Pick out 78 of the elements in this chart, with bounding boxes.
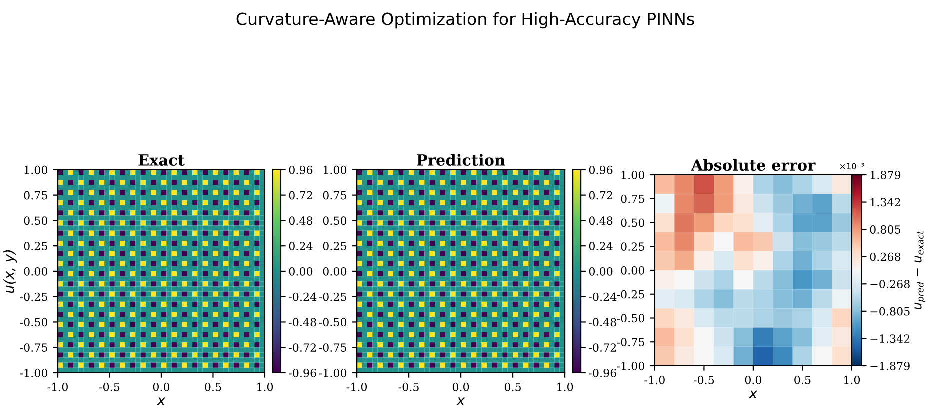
color-bar-label: -0.48 <box>289 318 316 327</box>
text: Curvature-Aware Optimization for High-Accuracy PINNs <box>236 12 694 29</box>
y-tick-label: -0.75 <box>617 338 644 346</box>
y-tick-label: 0.75 <box>24 191 48 200</box>
x-tick-label: 0.0 <box>452 382 470 392</box>
y-tick-label: 0.00 <box>621 266 644 275</box>
y-tick-label: 1.00 <box>622 170 644 180</box>
y-tick-label: -1.00 <box>617 362 644 370</box>
color-bar-label: 0.268 <box>870 252 901 262</box>
color-bar-label: −0.805 <box>870 307 910 316</box>
y-tick-label: 0.50 <box>323 216 347 226</box>
color-bar-title: u$_{pred}$ − u$_{exact}$ <box>914 230 926 310</box>
x-tick-label: -0.5 <box>694 376 714 384</box>
x-tick-label: 0.0 <box>745 376 762 384</box>
y-tick-label: 1.00 <box>24 166 48 174</box>
color-bar-label: −1.342 <box>870 334 910 344</box>
color-bar-label: -0.72 <box>289 344 316 352</box>
color-bar-label: 0.805 <box>870 226 901 234</box>
y-axis-title: u(x, y) <box>4 250 18 294</box>
y-tick-label: 0.25 <box>24 242 48 250</box>
x-tick-label: -1.0 <box>644 376 665 384</box>
color-bar-label: 1.879 <box>870 170 901 180</box>
color-bar-label: 0.48 <box>289 216 313 226</box>
y-tick-label: -0.50 <box>319 318 347 327</box>
y-tick-label: -0.25 <box>20 292 48 302</box>
color-bar-label: 0.48 <box>589 216 613 226</box>
chart-title: Exact <box>138 154 185 166</box>
x-axis-title: x <box>456 398 466 406</box>
y-tick-label: -1.00 <box>319 368 347 378</box>
y-tick-label: 0.00 <box>24 267 48 276</box>
color-bar-label: -0.24 <box>589 292 617 302</box>
y-tick-label: -0.25 <box>617 290 644 299</box>
y-tick-label: -0.50 <box>20 318 48 327</box>
color-bar-label: 0.72 <box>289 191 312 200</box>
x-tick-label: 1.0 <box>558 382 574 392</box>
color-bar-label: 0.96 <box>589 166 613 174</box>
color-bar-label: −1.879 <box>870 362 910 370</box>
x-tick-label: 0.0 <box>153 382 170 392</box>
x-tick-label: -1.0 <box>48 382 68 392</box>
y-tick-label: 0.75 <box>621 194 644 204</box>
x-tick-label: 1.0 <box>844 376 860 384</box>
y-tick-label: 0.25 <box>323 242 346 250</box>
chart-title: Prediction <box>417 154 506 166</box>
color-bar-label: -0.24 <box>289 292 317 302</box>
color-bar-label: 0.24 <box>589 242 613 250</box>
x-tick-label: 0.5 <box>794 376 811 384</box>
y-tick-label: -0.50 <box>617 314 644 323</box>
color-bar-label: 0.00 <box>589 267 613 276</box>
x-axis-title: x <box>748 390 758 398</box>
color-bar-label: -0.96 <box>589 368 616 378</box>
x-tick-label: 0.5 <box>504 382 522 392</box>
x-tick-label: -0.5 <box>100 382 120 392</box>
y-tick-label: 0.50 <box>621 218 644 228</box>
x-tick-label: -1.0 <box>346 382 368 392</box>
text: ×10⁻³ <box>840 163 864 170</box>
color-bar-label: 0.72 <box>589 191 612 200</box>
y-tick-label: 0.00 <box>323 267 347 276</box>
color-bar-label: -0.96 <box>289 368 316 378</box>
x-axis-title: x <box>157 398 166 406</box>
color-bar-label: -0.72 <box>589 344 616 352</box>
color-bar-label: 0.24 <box>289 242 313 250</box>
y-tick-label: -0.75 <box>20 344 48 352</box>
y-tick-label: -0.25 <box>319 292 346 302</box>
y-tick-label: -1.00 <box>20 368 48 378</box>
chart-title: Absolute error <box>691 159 816 172</box>
y-tick-label: 0.25 <box>621 242 644 252</box>
x-tick-label: 1.0 <box>257 382 274 392</box>
y-tick-label: 0.50 <box>24 216 48 226</box>
x-tick-label: 0.5 <box>205 382 222 392</box>
color-bar-label: −0.268 <box>870 280 910 288</box>
x-tick-label: -0.5 <box>398 382 419 392</box>
color-bar-label: -0.48 <box>589 318 616 327</box>
color-bar-label: 0.96 <box>289 166 313 174</box>
y-tick-label: 1.00 <box>324 166 347 174</box>
y-tick-label: -0.75 <box>319 344 346 352</box>
color-bar-label: 1.342 <box>870 198 900 207</box>
y-tick-label: 0.75 <box>323 191 346 200</box>
color-bar-label: 0.00 <box>289 267 313 276</box>
